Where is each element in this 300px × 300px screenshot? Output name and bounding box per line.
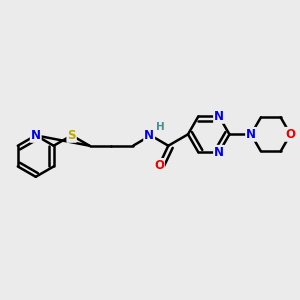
Text: S: S xyxy=(68,129,76,142)
Text: N: N xyxy=(214,146,224,159)
Text: N: N xyxy=(31,129,41,142)
Text: O: O xyxy=(285,128,296,141)
Text: O: O xyxy=(154,159,164,172)
Text: N: N xyxy=(246,128,256,141)
Text: N: N xyxy=(144,130,154,142)
Text: N: N xyxy=(214,110,224,123)
Text: H: H xyxy=(156,122,165,132)
